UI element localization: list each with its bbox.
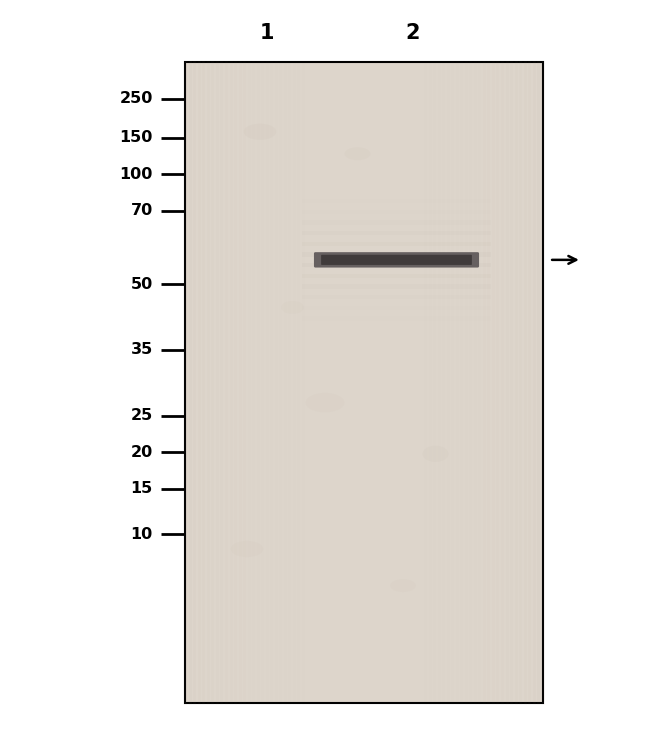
Bar (302, 263, 491, 267)
Text: 50: 50 (131, 277, 153, 291)
Text: 15: 15 (131, 482, 153, 496)
Ellipse shape (244, 124, 276, 140)
Text: 2: 2 (406, 23, 420, 43)
Text: 70: 70 (131, 203, 153, 218)
Bar (302, 199, 491, 203)
Bar (302, 316, 491, 321)
Text: 100: 100 (120, 167, 153, 182)
Ellipse shape (422, 446, 448, 462)
Bar (302, 210, 491, 214)
Bar (302, 220, 491, 225)
Text: 250: 250 (120, 92, 153, 106)
Text: 35: 35 (131, 343, 153, 357)
Text: 25: 25 (131, 408, 153, 423)
Bar (302, 253, 491, 257)
Bar (302, 284, 491, 288)
Bar (302, 305, 491, 310)
Bar (302, 274, 491, 278)
FancyBboxPatch shape (314, 252, 479, 267)
Text: 20: 20 (131, 445, 153, 460)
Text: 10: 10 (131, 527, 153, 542)
Ellipse shape (344, 147, 370, 160)
Bar (302, 231, 491, 236)
Text: 150: 150 (120, 130, 153, 145)
Bar (302, 242, 491, 246)
FancyBboxPatch shape (321, 255, 472, 265)
Bar (302, 295, 491, 299)
Bar (185, 62, 543, 703)
Text: 1: 1 (259, 23, 274, 43)
